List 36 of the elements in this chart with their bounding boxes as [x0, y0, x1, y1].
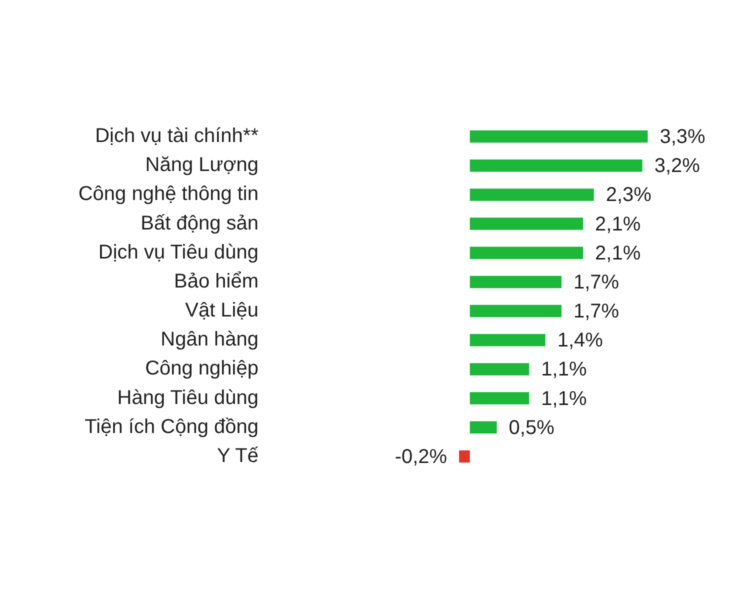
data-label: 2,3%	[606, 184, 652, 206]
bar	[470, 421, 497, 434]
y-tick-label: Dịch vụ tài chính**	[95, 125, 259, 148]
y-tick-label: Công nghệ thông tin	[78, 183, 258, 206]
data-label: 1,1%	[541, 388, 587, 410]
bar	[470, 392, 530, 404]
bar	[470, 130, 648, 143]
y-tick-label: Tiện ích Cộng đồng	[84, 416, 258, 438]
y-tick-label: Năng Lượng	[145, 154, 258, 176]
y-tick-label: Y Tế	[216, 444, 258, 467]
bar	[459, 450, 470, 463]
data-label: 1,1%	[541, 358, 587, 381]
bar	[470, 188, 594, 201]
data-label: 2,1%	[595, 242, 641, 264]
data-label: -0,2%	[394, 446, 448, 468]
bar	[470, 218, 584, 230]
bar	[470, 334, 546, 346]
y-tick-label: Hàng Tiêu dùng	[117, 386, 258, 409]
data-label: 0,5%	[508, 416, 555, 439]
data-label: 3,3%	[660, 126, 706, 148]
y-tick-label: Công nghiệp	[145, 358, 258, 380]
y-tick-label: Vật Liệu	[185, 300, 258, 322]
y-tick-label: Ngân hàng	[160, 328, 258, 351]
bar	[470, 276, 562, 288]
data-label: 1,4%	[557, 330, 604, 352]
y-tick-label: Dịch vụ Tiêu dùng	[98, 241, 258, 264]
bar	[470, 363, 530, 376]
data-label: 3,2%	[654, 155, 700, 178]
y-tick-label: Bất động sản	[140, 212, 258, 234]
bar	[470, 160, 642, 172]
data-label: 1,7%	[573, 300, 620, 323]
data-label: 1,7%	[573, 271, 620, 294]
bar	[470, 304, 562, 318]
data-label: 2,1%	[595, 213, 641, 236]
bar	[470, 246, 584, 259]
y-tick-label: Bảo hiểm	[174, 270, 258, 292]
